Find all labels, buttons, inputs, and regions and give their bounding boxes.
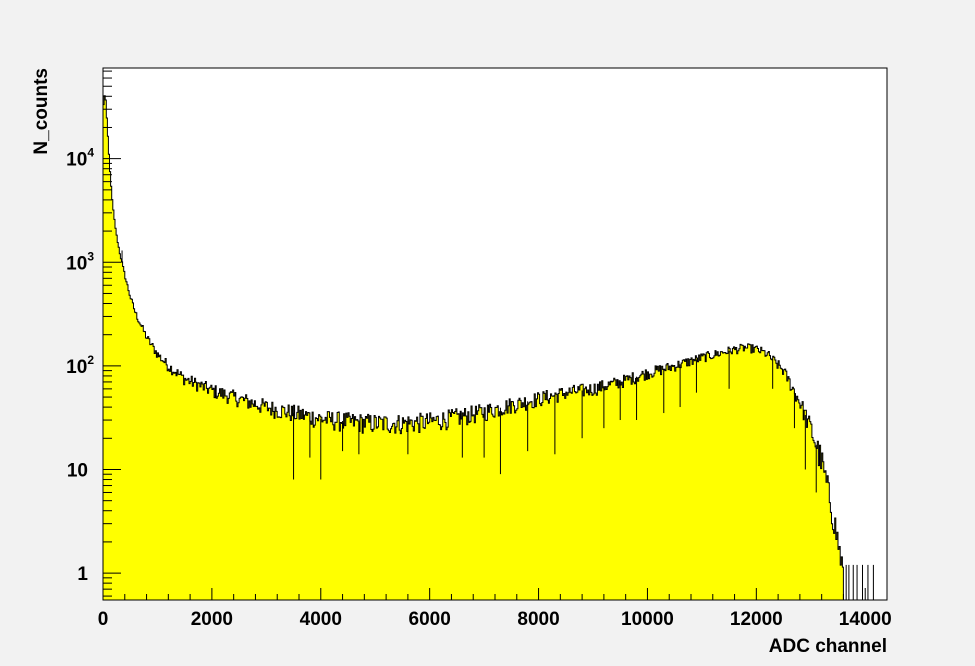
x-tick-label: 4000 — [300, 609, 342, 630]
histogram-spike-fill — [728, 388, 730, 600]
histogram-spike-fill — [499, 474, 501, 600]
histogram-spike-fill — [358, 454, 360, 600]
histogram-tail-bins — [845, 564, 874, 600]
histogram-spike-fill — [309, 457, 311, 600]
x-tick-label: 10000 — [621, 609, 674, 630]
histogram-spike-fill — [461, 457, 463, 600]
y-axis: 1 10 102 103 104 — [66, 70, 121, 597]
x-tick-label: 14000 — [839, 609, 892, 630]
histogram-spike-fill — [695, 392, 697, 600]
x-axis: 0 2000 4000 6000 8000 10000 12000 14000 — [98, 588, 892, 630]
histogram-spike-fill — [793, 428, 795, 600]
histogram-outline — [103, 95, 844, 600]
histogram-spike-fill — [636, 420, 638, 600]
y-tick-label: 1 — [77, 564, 88, 585]
histogram-spikes — [121, 250, 817, 600]
histogram-spike-fill — [581, 438, 583, 600]
histogram-spike-fill — [619, 420, 621, 600]
histogram-spike-fill — [804, 469, 806, 600]
histogram-spike-fill — [815, 492, 817, 600]
histogram-spike-fill — [663, 413, 665, 600]
histogram-spike-fill — [407, 454, 409, 600]
histogram-spike-fill — [320, 479, 322, 600]
histogram-spike-fill — [554, 454, 556, 600]
histogram-spike-fill — [527, 451, 529, 600]
histogram-fill — [103, 95, 844, 600]
x-tick-label: 2000 — [191, 609, 233, 630]
histogram-spike-fill — [342, 451, 344, 600]
y-tick-label: 10 — [67, 460, 88, 481]
histogram-spike-fill — [293, 479, 295, 600]
x-tick-label: 6000 — [409, 609, 451, 630]
y-tick-label: 104 — [66, 146, 94, 171]
histogram-spike-fill — [679, 407, 681, 600]
histogram-spike-fill — [603, 428, 605, 600]
x-axis-label: ADC channel — [769, 636, 887, 657]
histogram-spike-fill — [483, 457, 485, 600]
x-tick-label: 0 — [98, 609, 109, 630]
y-axis-label: N_counts — [31, 68, 52, 155]
x-tick-label: 12000 — [730, 609, 783, 630]
x-tick-label: 8000 — [517, 609, 559, 630]
histogram-spike-fill — [772, 388, 774, 600]
y-tick-label: 102 — [66, 353, 94, 378]
y-tick-label: 103 — [66, 249, 94, 274]
